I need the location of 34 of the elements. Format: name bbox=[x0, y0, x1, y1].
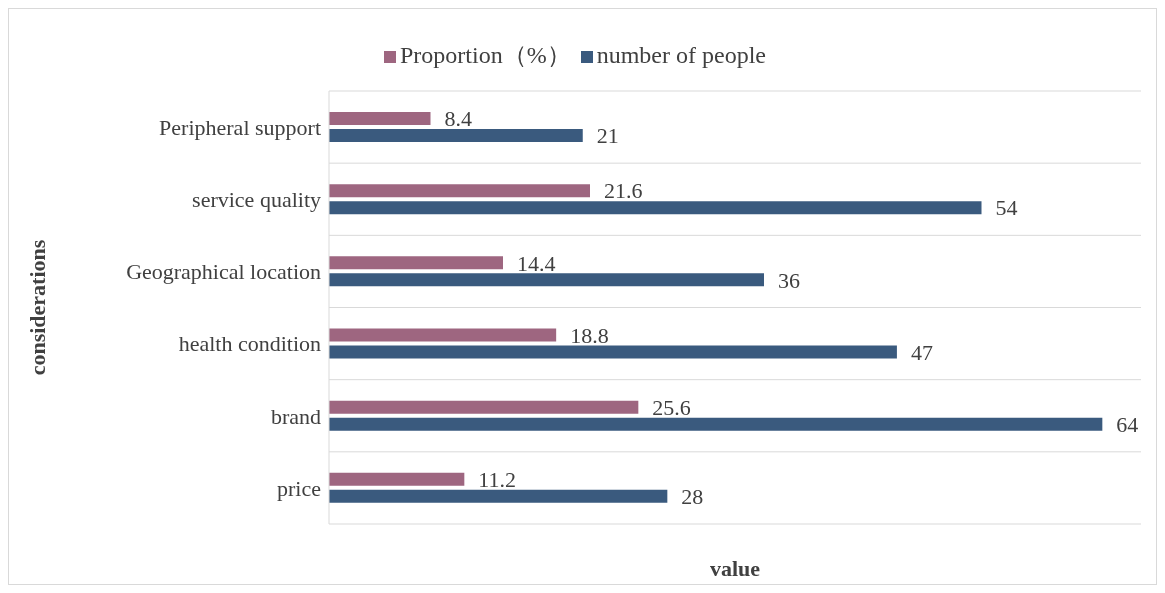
bar bbox=[329, 201, 982, 215]
y-tick-label: health condition bbox=[178, 331, 321, 357]
data-label: 11.2 bbox=[478, 467, 517, 493]
y-tick-label: price bbox=[277, 475, 321, 501]
y-tick-label: Geographical location bbox=[126, 259, 321, 285]
data-label: 18.8 bbox=[570, 322, 609, 348]
data-label: 47 bbox=[910, 339, 933, 365]
bar bbox=[329, 472, 465, 486]
x-axis-title: value bbox=[709, 556, 761, 581]
bar bbox=[329, 256, 503, 270]
data-label: 28 bbox=[681, 484, 704, 510]
bar bbox=[329, 112, 431, 125]
bar bbox=[329, 184, 590, 198]
data-label: 25.6 bbox=[652, 394, 691, 420]
y-tick-label: brand bbox=[270, 403, 321, 429]
bar bbox=[329, 345, 897, 359]
data-label: 21 bbox=[596, 123, 619, 149]
y-axis-title: considerations bbox=[24, 239, 50, 376]
data-label: 8.4 bbox=[444, 106, 472, 132]
legend-label: number of people bbox=[596, 42, 766, 68]
bar bbox=[329, 273, 764, 287]
data-label: 21.6 bbox=[604, 178, 643, 204]
bar bbox=[329, 400, 639, 414]
data-label: 54 bbox=[995, 195, 1018, 221]
bar bbox=[329, 328, 557, 342]
legend-label: Proportion（%） bbox=[400, 42, 571, 68]
data-label: 14.4 bbox=[517, 250, 556, 276]
bar bbox=[329, 129, 583, 142]
data-label: 36 bbox=[778, 267, 800, 293]
bar bbox=[329, 417, 1103, 431]
data-label: 64 bbox=[1116, 411, 1139, 437]
y-tick-label: Peripheral support bbox=[159, 114, 321, 140]
bar bbox=[329, 489, 668, 503]
y-tick-label: service quality bbox=[192, 187, 321, 213]
